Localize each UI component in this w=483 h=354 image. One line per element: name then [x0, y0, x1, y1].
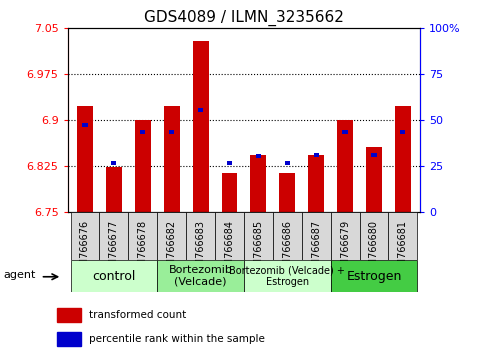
FancyBboxPatch shape	[331, 212, 359, 260]
Bar	[169, 130, 174, 134]
Text: GSM766685: GSM766685	[254, 219, 263, 279]
Text: control: control	[92, 270, 136, 282]
FancyBboxPatch shape	[244, 212, 273, 260]
FancyBboxPatch shape	[186, 212, 215, 260]
Bar	[77, 105, 93, 212]
Bar	[57, 332, 81, 346]
Bar	[313, 153, 319, 158]
Text: transformed count: transformed count	[89, 310, 186, 320]
Bar	[140, 130, 145, 134]
Bar	[222, 172, 238, 212]
Bar	[395, 105, 411, 212]
Bar	[400, 130, 405, 134]
FancyBboxPatch shape	[273, 212, 302, 260]
Text: GSM766683: GSM766683	[196, 219, 206, 279]
Bar	[284, 161, 290, 165]
Bar	[111, 161, 116, 165]
Text: GSM766684: GSM766684	[225, 219, 234, 279]
Text: GSM766679: GSM766679	[340, 219, 350, 279]
Bar	[57, 308, 81, 322]
Text: GSM766686: GSM766686	[282, 219, 292, 279]
Bar	[342, 130, 348, 134]
FancyBboxPatch shape	[128, 212, 157, 260]
Bar	[256, 154, 261, 158]
Text: GSM766682: GSM766682	[167, 219, 177, 279]
Text: agent: agent	[3, 269, 36, 280]
Text: GSM766676: GSM766676	[80, 219, 90, 279]
Text: GSM766677: GSM766677	[109, 219, 119, 279]
FancyBboxPatch shape	[302, 212, 331, 260]
FancyBboxPatch shape	[71, 260, 157, 292]
Text: percentile rank within the sample: percentile rank within the sample	[89, 333, 265, 344]
FancyBboxPatch shape	[215, 212, 244, 260]
Text: GSM766678: GSM766678	[138, 219, 148, 279]
Bar	[308, 155, 324, 212]
Bar	[366, 147, 382, 212]
FancyBboxPatch shape	[359, 212, 388, 260]
Bar	[279, 173, 295, 212]
Bar	[135, 120, 151, 212]
FancyBboxPatch shape	[388, 212, 417, 260]
Bar	[198, 108, 203, 112]
FancyBboxPatch shape	[157, 212, 186, 260]
Text: GSM766687: GSM766687	[311, 219, 321, 279]
Text: GSM766681: GSM766681	[398, 219, 408, 279]
Bar	[371, 153, 377, 157]
FancyBboxPatch shape	[99, 212, 128, 260]
Text: Estrogen: Estrogen	[346, 270, 402, 282]
Bar	[337, 120, 353, 212]
Bar	[193, 41, 209, 212]
Title: GDS4089 / ILMN_3235662: GDS4089 / ILMN_3235662	[144, 9, 344, 25]
FancyBboxPatch shape	[157, 260, 244, 292]
Bar	[164, 105, 180, 212]
Text: GSM766680: GSM766680	[369, 219, 379, 279]
Bar	[250, 155, 266, 212]
FancyBboxPatch shape	[331, 260, 417, 292]
FancyBboxPatch shape	[244, 260, 331, 292]
Bar	[106, 167, 122, 212]
Text: Bortezomib
(Velcade): Bortezomib (Velcade)	[169, 265, 232, 287]
Text: Bortezomib (Velcade) +
Estrogen: Bortezomib (Velcade) + Estrogen	[229, 265, 345, 287]
Bar	[83, 123, 87, 127]
Bar	[227, 161, 232, 165]
FancyBboxPatch shape	[71, 212, 99, 260]
